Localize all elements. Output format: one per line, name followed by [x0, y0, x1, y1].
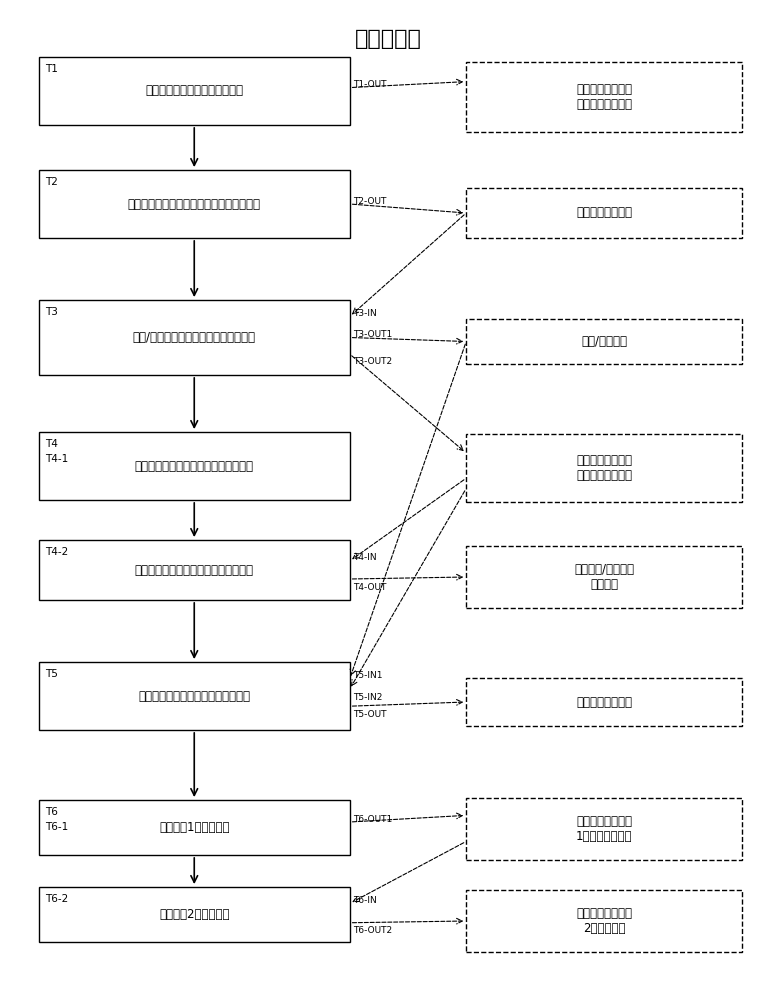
Bar — [466, 434, 742, 502]
Text: T3-OUT1: T3-OUT1 — [354, 330, 393, 339]
Text: 蓄电池组单体电压: 蓄电池组单体电压 — [576, 207, 632, 220]
Text: T6-2: T6-2 — [45, 894, 68, 904]
Text: 蓄电池组放电深度
1级故障报警标志: 蓄电池组放电深度 1级故障报警标志 — [576, 815, 632, 843]
Bar — [39, 887, 350, 942]
Text: T4-2: T4-2 — [45, 547, 68, 557]
Text: T4-1: T4-1 — [45, 454, 68, 464]
Text: 电源控制器遥测参数统计和计算: 电源控制器遥测参数统计和计算 — [145, 85, 243, 98]
Bar — [466, 319, 742, 364]
Text: T1-OUT: T1-OUT — [354, 80, 387, 89]
Text: 光照/地影检测及蓄电池组自主充电设置: 光照/地影检测及蓄电池组自主充电设置 — [133, 331, 256, 344]
Text: 蓄电池组荷电态及放电深度实时计算: 蓄电池组荷电态及放电深度实时计算 — [138, 690, 250, 702]
Bar — [39, 300, 350, 375]
Bar — [466, 798, 742, 860]
Text: 光照/地影标志: 光照/地影标志 — [581, 335, 627, 348]
Text: 充电电流/电压设置
报警标志: 充电电流/电压设置 报警标志 — [574, 563, 634, 591]
Text: T2-OUT: T2-OUT — [354, 196, 387, 206]
Text: 测试集合一: 测试集合一 — [355, 29, 422, 49]
Text: T5-IN1: T5-IN1 — [354, 672, 383, 680]
Bar — [466, 678, 742, 726]
Text: T3: T3 — [45, 307, 58, 317]
Text: 蓄电池组放电深度
2级故障报警: 蓄电池组放电深度 2级故障报警 — [576, 907, 632, 935]
Text: T6-IN: T6-IN — [354, 896, 378, 905]
Text: T3-IN: T3-IN — [354, 309, 378, 318]
Bar — [39, 170, 350, 238]
Text: T5-OUT: T5-OUT — [354, 710, 387, 719]
Bar — [466, 188, 742, 238]
Bar — [466, 546, 742, 608]
Text: 放电深度2级故障检测: 放电深度2级故障检测 — [159, 908, 229, 921]
Text: T6-OUT1: T6-OUT1 — [354, 814, 393, 824]
Bar — [466, 62, 742, 132]
Bar — [39, 432, 350, 500]
Bar — [39, 540, 350, 600]
Text: T2: T2 — [45, 177, 58, 187]
Text: 充电电流设置指令
充电电压设置指令: 充电电流设置指令 充电电压设置指令 — [576, 454, 632, 482]
Bar — [39, 662, 350, 730]
Bar — [39, 800, 350, 855]
Text: T1: T1 — [45, 64, 58, 74]
Text: T5: T5 — [45, 669, 58, 679]
Text: T4: T4 — [45, 439, 58, 449]
Text: T5-IN2: T5-IN2 — [354, 693, 383, 702]
Text: T3-OUT2: T3-OUT2 — [354, 358, 392, 366]
Text: 蓄电池组放电深度: 蓄电池组放电深度 — [576, 696, 632, 708]
Bar — [466, 890, 742, 952]
Text: T4-OUT: T4-OUT — [354, 582, 387, 591]
Text: T4-IN: T4-IN — [354, 554, 377, 562]
Text: T6: T6 — [45, 807, 58, 817]
Bar — [39, 57, 350, 125]
Text: 蓄电池组充电电压设置指令正确性检查: 蓄电池组充电电压设置指令正确性检查 — [134, 460, 254, 473]
Text: 蓄电池组充电电流
蓄电池组放电电流: 蓄电池组充电电流 蓄电池组放电电流 — [576, 83, 632, 111]
Text: T6-OUT2: T6-OUT2 — [354, 926, 392, 935]
Text: 蓄电池组接口管理单元遥测参数统计和计算: 蓄电池组接口管理单元遥测参数统计和计算 — [127, 198, 261, 211]
Text: 蓄电池组充电电流设置指令正确性检查: 蓄电池组充电电流设置指令正确性检查 — [134, 563, 254, 576]
Text: 放电深度1级故障检测: 放电深度1级故障检测 — [159, 821, 229, 834]
Text: T6-1: T6-1 — [45, 822, 68, 832]
